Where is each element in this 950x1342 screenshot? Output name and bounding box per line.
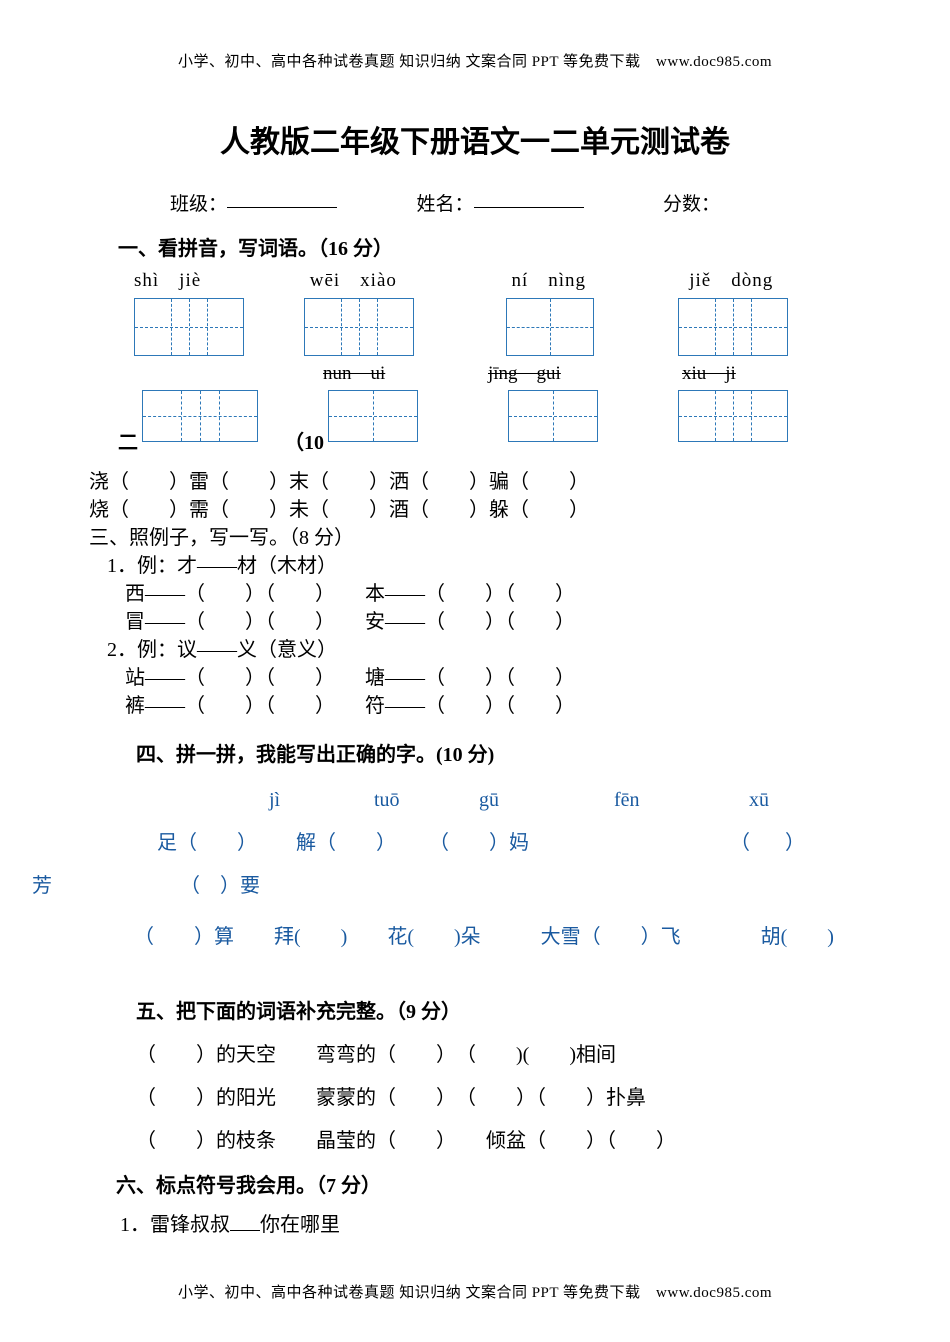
pinyin-cell: gū [479, 789, 609, 812]
pinyin-cell-struck: nun ui [323, 358, 385, 385]
writing-box[interactable] [328, 390, 418, 442]
writing-box[interactable] [142, 390, 258, 442]
fill-blank[interactable]: （ ）妈 [429, 826, 685, 855]
section-4-head: 四、拼一拼，我能写出正确的字。(10 分) [136, 738, 860, 767]
section-3-head: 三、照例子，写一写。（8 分） [89, 524, 860, 552]
section-2-head-frag: （10 [284, 426, 324, 455]
section-6-row: 1．雷锋叔叔 你在哪里 [120, 1208, 860, 1237]
q6-text: 1．雷锋叔叔 [120, 1214, 230, 1236]
name-blank[interactable] [474, 207, 584, 208]
q6-text-tail: 你在哪里 [260, 1214, 340, 1236]
fill-blank[interactable]: 足（ ） [157, 826, 291, 855]
pinyin-cell: ní nìng [512, 265, 684, 292]
pinyin-cell: jì [269, 789, 369, 812]
pinyin-cell: shì jiè [134, 265, 304, 292]
class-blank[interactable] [227, 207, 337, 208]
fill-blank[interactable]: （ ）要 [180, 875, 260, 897]
page: 小学、初中、高中各种试卷真题 知识归纳 文案合同 PPT 等免费下载 www.d… [0, 0, 950, 1342]
punct-blank[interactable] [230, 1230, 260, 1231]
section-3: 三、照例子，写一写。（8 分） 1．例：才——材（木材） 西——（ ）（ ） 本… [89, 524, 860, 720]
fang-char: 芳 [32, 875, 52, 897]
pinyin-cell: wēi xiào [310, 265, 506, 292]
pinyin-cell: tuō [374, 789, 474, 812]
section-4-pinyin-row: jì tuō gū fēn xū [90, 789, 860, 812]
paren-open: （ [690, 826, 750, 855]
section-5-row: （ ）的天空 弯弯的（ ） （ )( )相间 [136, 1038, 860, 1067]
section-5-head: 五、把下面的词语补充完整。（9 分） [136, 995, 860, 1024]
section-2-head-frag-left: 二 [118, 426, 138, 455]
name-label: 姓名： [417, 194, 474, 215]
section-3-sub2-row: 裤——（ ）（ ） 符——（ ）（ ） [125, 692, 860, 720]
doc-title: 人教版二年级下册语文一二单元测试卷 [90, 117, 860, 161]
section-6-head: 六、标点符号我会用。（7 分） [116, 1169, 860, 1198]
pinyin-cell: xū [749, 789, 769, 812]
student-info-row: 班级： 姓名： 分数： [90, 189, 860, 216]
section-3-sub1-label: 1．例：才——材（木材） [107, 552, 860, 580]
page-footer: 小学、初中、高中各种试卷真题 知识归纳 文案合同 PPT 等免费下载 www.d… [0, 1281, 950, 1302]
section-2-row: 烧（ ）需（ ）未（ ）酒（ ）躲（ ） [89, 496, 860, 524]
section-4-line1: 足（ ） 解（ ） （ ）妈 （ ） [90, 826, 860, 855]
section-4-line2: （ ）算 拜( ) 花( )朵 大雪（ ）飞 胡( ) [134, 920, 860, 949]
writing-box[interactable] [678, 390, 788, 442]
section-5-row: （ ）的枝条 晶莹的（ ） 倾盆（ ）（ ） [136, 1124, 860, 1153]
class-label: 班级： [170, 194, 227, 215]
section-3-sub1-row: 西——（ ）（ ） 本——（ ）（ ） [125, 580, 860, 608]
writing-box[interactable] [304, 298, 414, 356]
section-3-sub1-row: 冒——（ ）（ ） 安——（ ）（ ） [125, 608, 860, 636]
section-4: 四、拼一拼，我能写出正确的字。(10 分) jì tuō gū fēn xū 足… [90, 738, 860, 949]
writing-box[interactable] [134, 298, 244, 356]
pinyin-cell: fēn [614, 789, 744, 812]
section-1-pinyin-row1: shì jiè wēi xiào ní nìng jiě dòng [134, 265, 860, 292]
section-1-head: 一、看拼音，写词语。（16 分） [118, 232, 860, 261]
section-3-sub2-label: 2．例：议——义（意义） [107, 636, 860, 664]
pinyin-cell-struck: xiu ji [682, 358, 736, 385]
section-5-row: （ ）的阳光 蒙蒙的（ ） （ ）（ ）扑鼻 [136, 1081, 860, 1110]
section-2-row: 浇（ ）雷（ ）末（ ）洒（ ）骗（ ） [89, 468, 860, 496]
section-3-sub2-row: 站——（ ）（ ） 塘——（ ）（ ） [125, 664, 860, 692]
section-5: 五、把下面的词语补充完整。（9 分） （ ）的天空 弯弯的（ ） （ )( )相… [90, 995, 860, 1153]
section-6: 六、标点符号我会用。（7 分） 1．雷锋叔叔 你在哪里 [90, 1169, 860, 1237]
page-header: 小学、初中、高中各种试卷真题 知识归纳 文案合同 PPT 等免费下载 www.d… [90, 50, 860, 71]
writing-box[interactable] [508, 390, 598, 442]
writing-box[interactable] [506, 298, 594, 356]
pinyin-cell: jiě dòng [689, 265, 773, 292]
score-label: 分数： [663, 194, 720, 215]
paren-close: ） [755, 826, 805, 855]
tianzi-boxes-area: nun ui jīng gui xiu ji 二 （10 [118, 298, 860, 468]
writing-box[interactable] [678, 298, 788, 356]
pinyin-cell-struck: jīng gui [488, 358, 561, 385]
fill-blank[interactable]: 解（ ） [296, 826, 424, 855]
